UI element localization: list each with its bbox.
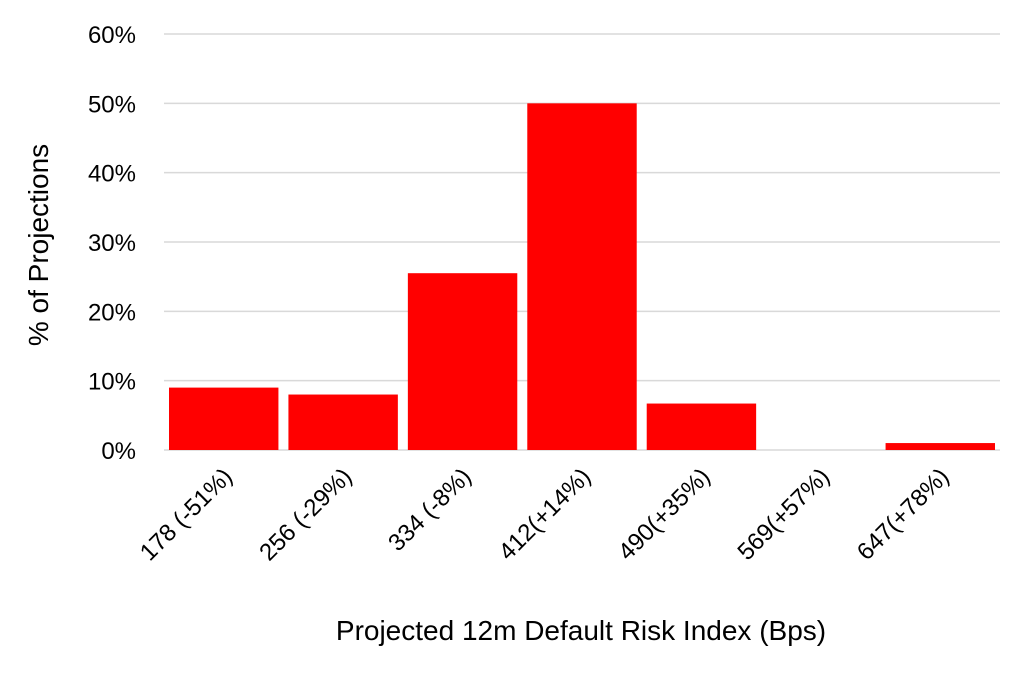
x-tick-label: 256 (-29%) [254, 463, 357, 566]
bar [169, 387, 279, 450]
y-axis-ticks: 0% 10% 20% 30% 40% 50% 60% [88, 22, 136, 465]
y-tick-label: 40% [88, 161, 136, 188]
y-tick-label: 50% [88, 91, 136, 118]
x-tick-label: 334 (-8%) [383, 463, 477, 557]
bars [169, 103, 995, 450]
y-axis-title: % of Projections [23, 144, 54, 346]
x-tick-label: 569(+57%) [733, 463, 836, 566]
bar [407, 273, 518, 450]
bar [885, 443, 995, 450]
x-tick-label: 178 (-51%) [135, 463, 238, 566]
y-tick-label: 60% [88, 22, 136, 49]
x-axis-title: Projected 12m Default Risk Index (Bps) [336, 615, 826, 646]
y-tick-label: 30% [88, 230, 136, 257]
x-tick-label: 647(+78%) [852, 463, 955, 566]
bar [646, 403, 757, 450]
bar [527, 103, 637, 450]
x-axis-ticks: 178 (-51%) 256 (-29%) 334 (-8%) 412(+14%) 49… [135, 463, 955, 566]
x-tick-label: 490(+35%) [613, 463, 716, 566]
y-tick-label: 10% [88, 369, 136, 396]
bar [288, 394, 398, 450]
y-tick-label: 20% [88, 299, 136, 326]
y-tick-label: 0% [101, 438, 136, 465]
x-tick-label: 412(+14%) [494, 463, 597, 566]
